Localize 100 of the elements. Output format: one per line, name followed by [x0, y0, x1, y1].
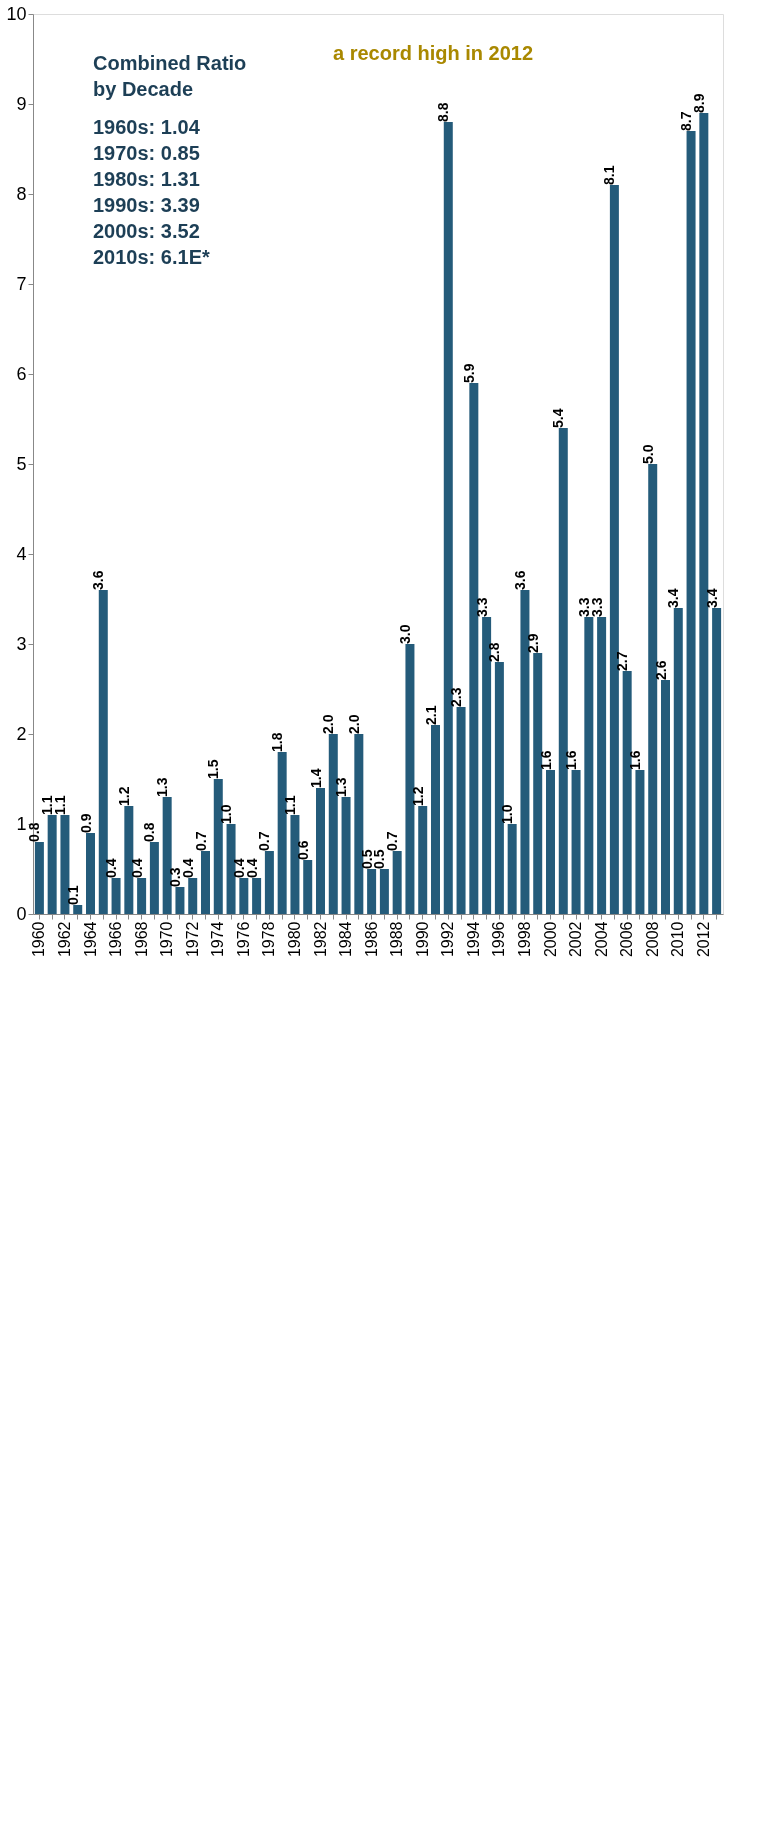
- bar: [188, 878, 198, 914]
- x-tick-label: 1992: [439, 921, 457, 958]
- data-label: 0.9: [77, 813, 94, 833]
- data-label: 0.4: [128, 858, 145, 878]
- bar: [201, 851, 210, 914]
- x-tick-label: 1996: [490, 921, 508, 958]
- bar: [367, 869, 377, 914]
- data-label: 2.9: [524, 633, 541, 653]
- data-label: 3.6: [511, 570, 528, 590]
- bar: [648, 464, 658, 914]
- bar: [316, 788, 325, 914]
- x-tick-label: 1962: [55, 921, 73, 958]
- bar: [609, 185, 619, 914]
- data-label: 1.8: [269, 732, 286, 752]
- x-tick-label: 1966: [107, 921, 125, 958]
- bar: [392, 851, 402, 914]
- y-tick-label: 3: [16, 633, 27, 654]
- annotation: 1990s: 3.39: [93, 194, 200, 216]
- x-tick-label: 1974: [209, 921, 227, 958]
- bar: [137, 878, 147, 914]
- x-tick-label: 2002: [567, 921, 585, 958]
- bar: [418, 806, 428, 914]
- bar: [431, 725, 440, 914]
- data-label: 8.1: [601, 165, 618, 185]
- data-label: 3.4: [665, 588, 682, 608]
- data-label: 3.0: [396, 624, 413, 644]
- bar: [290, 815, 300, 914]
- data-label: 5.4: [550, 408, 567, 428]
- bar: [328, 734, 338, 914]
- bar: [239, 878, 249, 914]
- bar: [379, 869, 389, 914]
- data-label: 8.9: [690, 93, 707, 113]
- data-label: 1.4: [307, 768, 324, 788]
- bar: [456, 707, 466, 914]
- annotation: 1960s: 1.04: [93, 116, 201, 138]
- x-tick-label: 1972: [183, 921, 201, 958]
- bar: [405, 644, 415, 914]
- bar: [226, 824, 236, 914]
- y-tick-label: 8: [16, 183, 27, 204]
- y-tick-label: 0: [16, 903, 27, 924]
- data-label: 0.4: [103, 858, 120, 878]
- bar: [213, 779, 223, 914]
- data-label: 2.8: [486, 642, 503, 662]
- data-label: 5.9: [460, 363, 477, 383]
- y-tick-label: 1: [16, 813, 27, 834]
- bar: [124, 806, 134, 914]
- x-tick-label: 1986: [362, 921, 380, 958]
- annotation: 2010s: 6.1E*: [93, 246, 210, 268]
- x-tick-label: 2004: [592, 921, 610, 958]
- y-tick-label: 5: [16, 453, 27, 474]
- data-label: 2.1: [422, 705, 439, 725]
- data-label: 3.6: [90, 570, 107, 590]
- data-label: 2.6: [652, 660, 669, 680]
- data-label: 8.7: [678, 111, 695, 131]
- bar: [494, 662, 504, 914]
- data-label: 1.1: [281, 795, 298, 815]
- x-tick-label: 1984: [337, 921, 355, 958]
- data-label: 0.7: [192, 831, 209, 851]
- data-label: 0.7: [384, 831, 401, 851]
- x-tick-label: 1982: [311, 921, 329, 958]
- bar: [469, 383, 479, 914]
- data-label: 5.0: [639, 444, 656, 464]
- bar: [699, 113, 709, 914]
- bar: [34, 842, 44, 914]
- data-label: 2.3: [448, 687, 465, 707]
- annotation: 2000s: 3.52: [93, 220, 200, 242]
- bar: [162, 797, 172, 914]
- bar: [47, 815, 57, 914]
- annotation: a record high in 2012: [333, 42, 534, 64]
- x-tick-label: 2012: [694, 921, 712, 958]
- y-tick-label: 7: [16, 273, 27, 294]
- data-label: 1.3: [333, 777, 350, 797]
- data-label: 3.4: [703, 588, 720, 608]
- bar: [712, 608, 722, 914]
- bar: [661, 680, 670, 914]
- data-label: 1.6: [563, 750, 580, 770]
- bar: [111, 878, 121, 914]
- x-tick-label: 1994: [464, 921, 482, 958]
- bar: [354, 734, 364, 914]
- data-label: 1.0: [218, 804, 235, 824]
- bar: [546, 770, 555, 914]
- data-label: 8.8: [435, 102, 452, 122]
- y-tick-label: 9: [16, 93, 27, 114]
- data-label: 2.0: [320, 714, 337, 734]
- annotation: by Decade: [93, 78, 194, 100]
- data-label: 1.2: [409, 786, 426, 806]
- data-label: 3.3: [473, 597, 490, 617]
- bar: [443, 122, 453, 914]
- x-tick-label: 1978: [260, 921, 278, 958]
- bar: [98, 590, 108, 914]
- y-tick-label: 2: [16, 723, 27, 744]
- data-label: 0.1: [64, 885, 81, 905]
- annotation: 1970s: 0.85: [93, 142, 200, 164]
- x-tick-label: 1970: [158, 921, 176, 958]
- bar: [303, 860, 313, 914]
- bar: [571, 770, 581, 914]
- data-label: 2.7: [614, 651, 631, 671]
- data-label: 1.5: [205, 759, 222, 779]
- bar: [635, 770, 645, 914]
- bar: [558, 428, 568, 914]
